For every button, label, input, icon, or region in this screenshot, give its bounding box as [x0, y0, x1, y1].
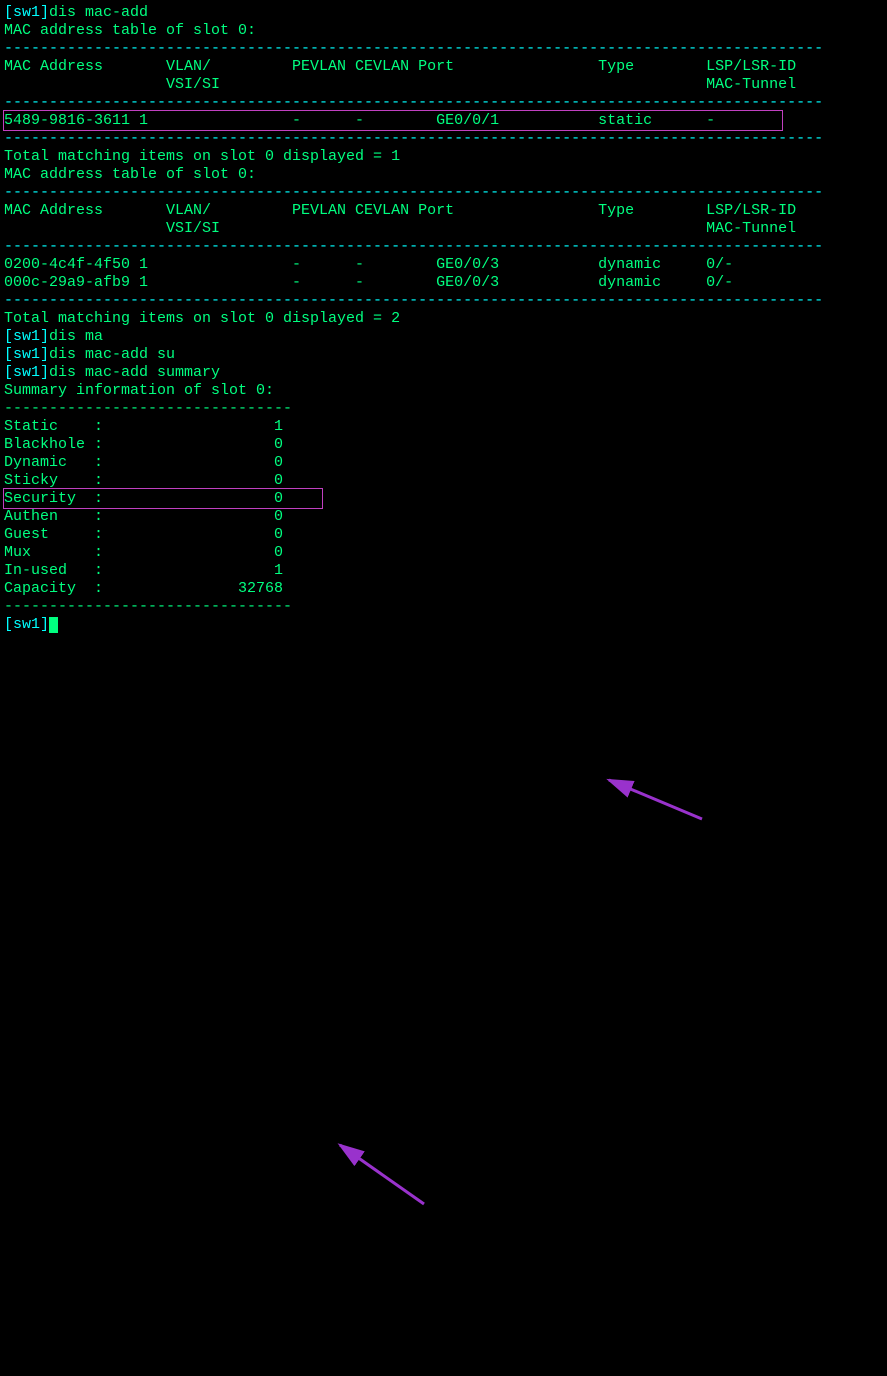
terminal-line: Guest : 0	[4, 526, 883, 544]
terminal-line: --------------------------------	[4, 598, 883, 616]
terminal-line: Dynamic : 0	[4, 454, 883, 472]
highlight-box-static	[3, 488, 323, 509]
command: dis ma	[49, 328, 103, 345]
cursor[interactable]	[49, 617, 58, 633]
terminal-line: ----------------------------------------…	[4, 292, 883, 310]
prompt: [sw1]	[4, 616, 49, 633]
terminal-output: [sw1]dis mac-addMAC address table of slo…	[4, 4, 883, 634]
terminal-line: ----------------------------------------…	[4, 184, 883, 202]
highlight-box-row1	[3, 110, 783, 131]
prompt: [sw1]	[4, 4, 49, 21]
command: dis mac-add su	[49, 346, 175, 363]
terminal-line: ----------------------------------------…	[4, 130, 883, 148]
terminal-line: 000c-29a9-afb9 1 - - GE0/0/3 dynamic 0/-	[4, 274, 883, 292]
terminal-line: MAC Address VLAN/ PEVLAN CEVLAN Port Typ…	[4, 202, 883, 220]
terminal-line: Capacity : 32768	[4, 580, 883, 598]
arrow-annotation-1	[4, 634, 887, 1376]
terminal-line: 0200-4c4f-4f50 1 - - GE0/0/3 dynamic 0/-	[4, 256, 883, 274]
terminal-line: MAC Address VLAN/ PEVLAN CEVLAN Port Typ…	[4, 58, 883, 76]
prompt: [sw1]	[4, 328, 49, 345]
terminal-line: MAC address table of slot 0:	[4, 166, 883, 184]
terminal-line: Authen : 0	[4, 508, 883, 526]
terminal-line: Summary information of slot 0:	[4, 382, 883, 400]
terminal-line: MAC address table of slot 0:	[4, 22, 883, 40]
arrow-annotation-2	[4, 634, 887, 1376]
terminal-line: Total matching items on slot 0 displayed…	[4, 148, 883, 166]
terminal-line: Static : 1	[4, 418, 883, 436]
terminal-line: [sw1]dis mac-add	[4, 4, 883, 22]
terminal-line: --------------------------------	[4, 400, 883, 418]
terminal-line: ----------------------------------------…	[4, 40, 883, 58]
terminal-line: Total matching items on slot 0 displayed…	[4, 310, 883, 328]
prompt: [sw1]	[4, 364, 49, 381]
command: dis mac-add	[49, 4, 148, 21]
terminal-line: In-used : 1	[4, 562, 883, 580]
terminal-line: [sw1]dis ma	[4, 328, 883, 346]
terminal-line: Mux : 0	[4, 544, 883, 562]
terminal-line: [sw1]	[4, 616, 883, 634]
terminal-line: VSI/SI MAC-Tunnel	[4, 220, 883, 238]
terminal-line: VSI/SI MAC-Tunnel	[4, 76, 883, 94]
terminal-line: [sw1]dis mac-add summary	[4, 364, 883, 382]
terminal-line: Blackhole : 0	[4, 436, 883, 454]
prompt: [sw1]	[4, 346, 49, 363]
terminal-line: [sw1]dis mac-add su	[4, 346, 883, 364]
command: dis mac-add summary	[49, 364, 220, 381]
terminal-line: ----------------------------------------…	[4, 238, 883, 256]
